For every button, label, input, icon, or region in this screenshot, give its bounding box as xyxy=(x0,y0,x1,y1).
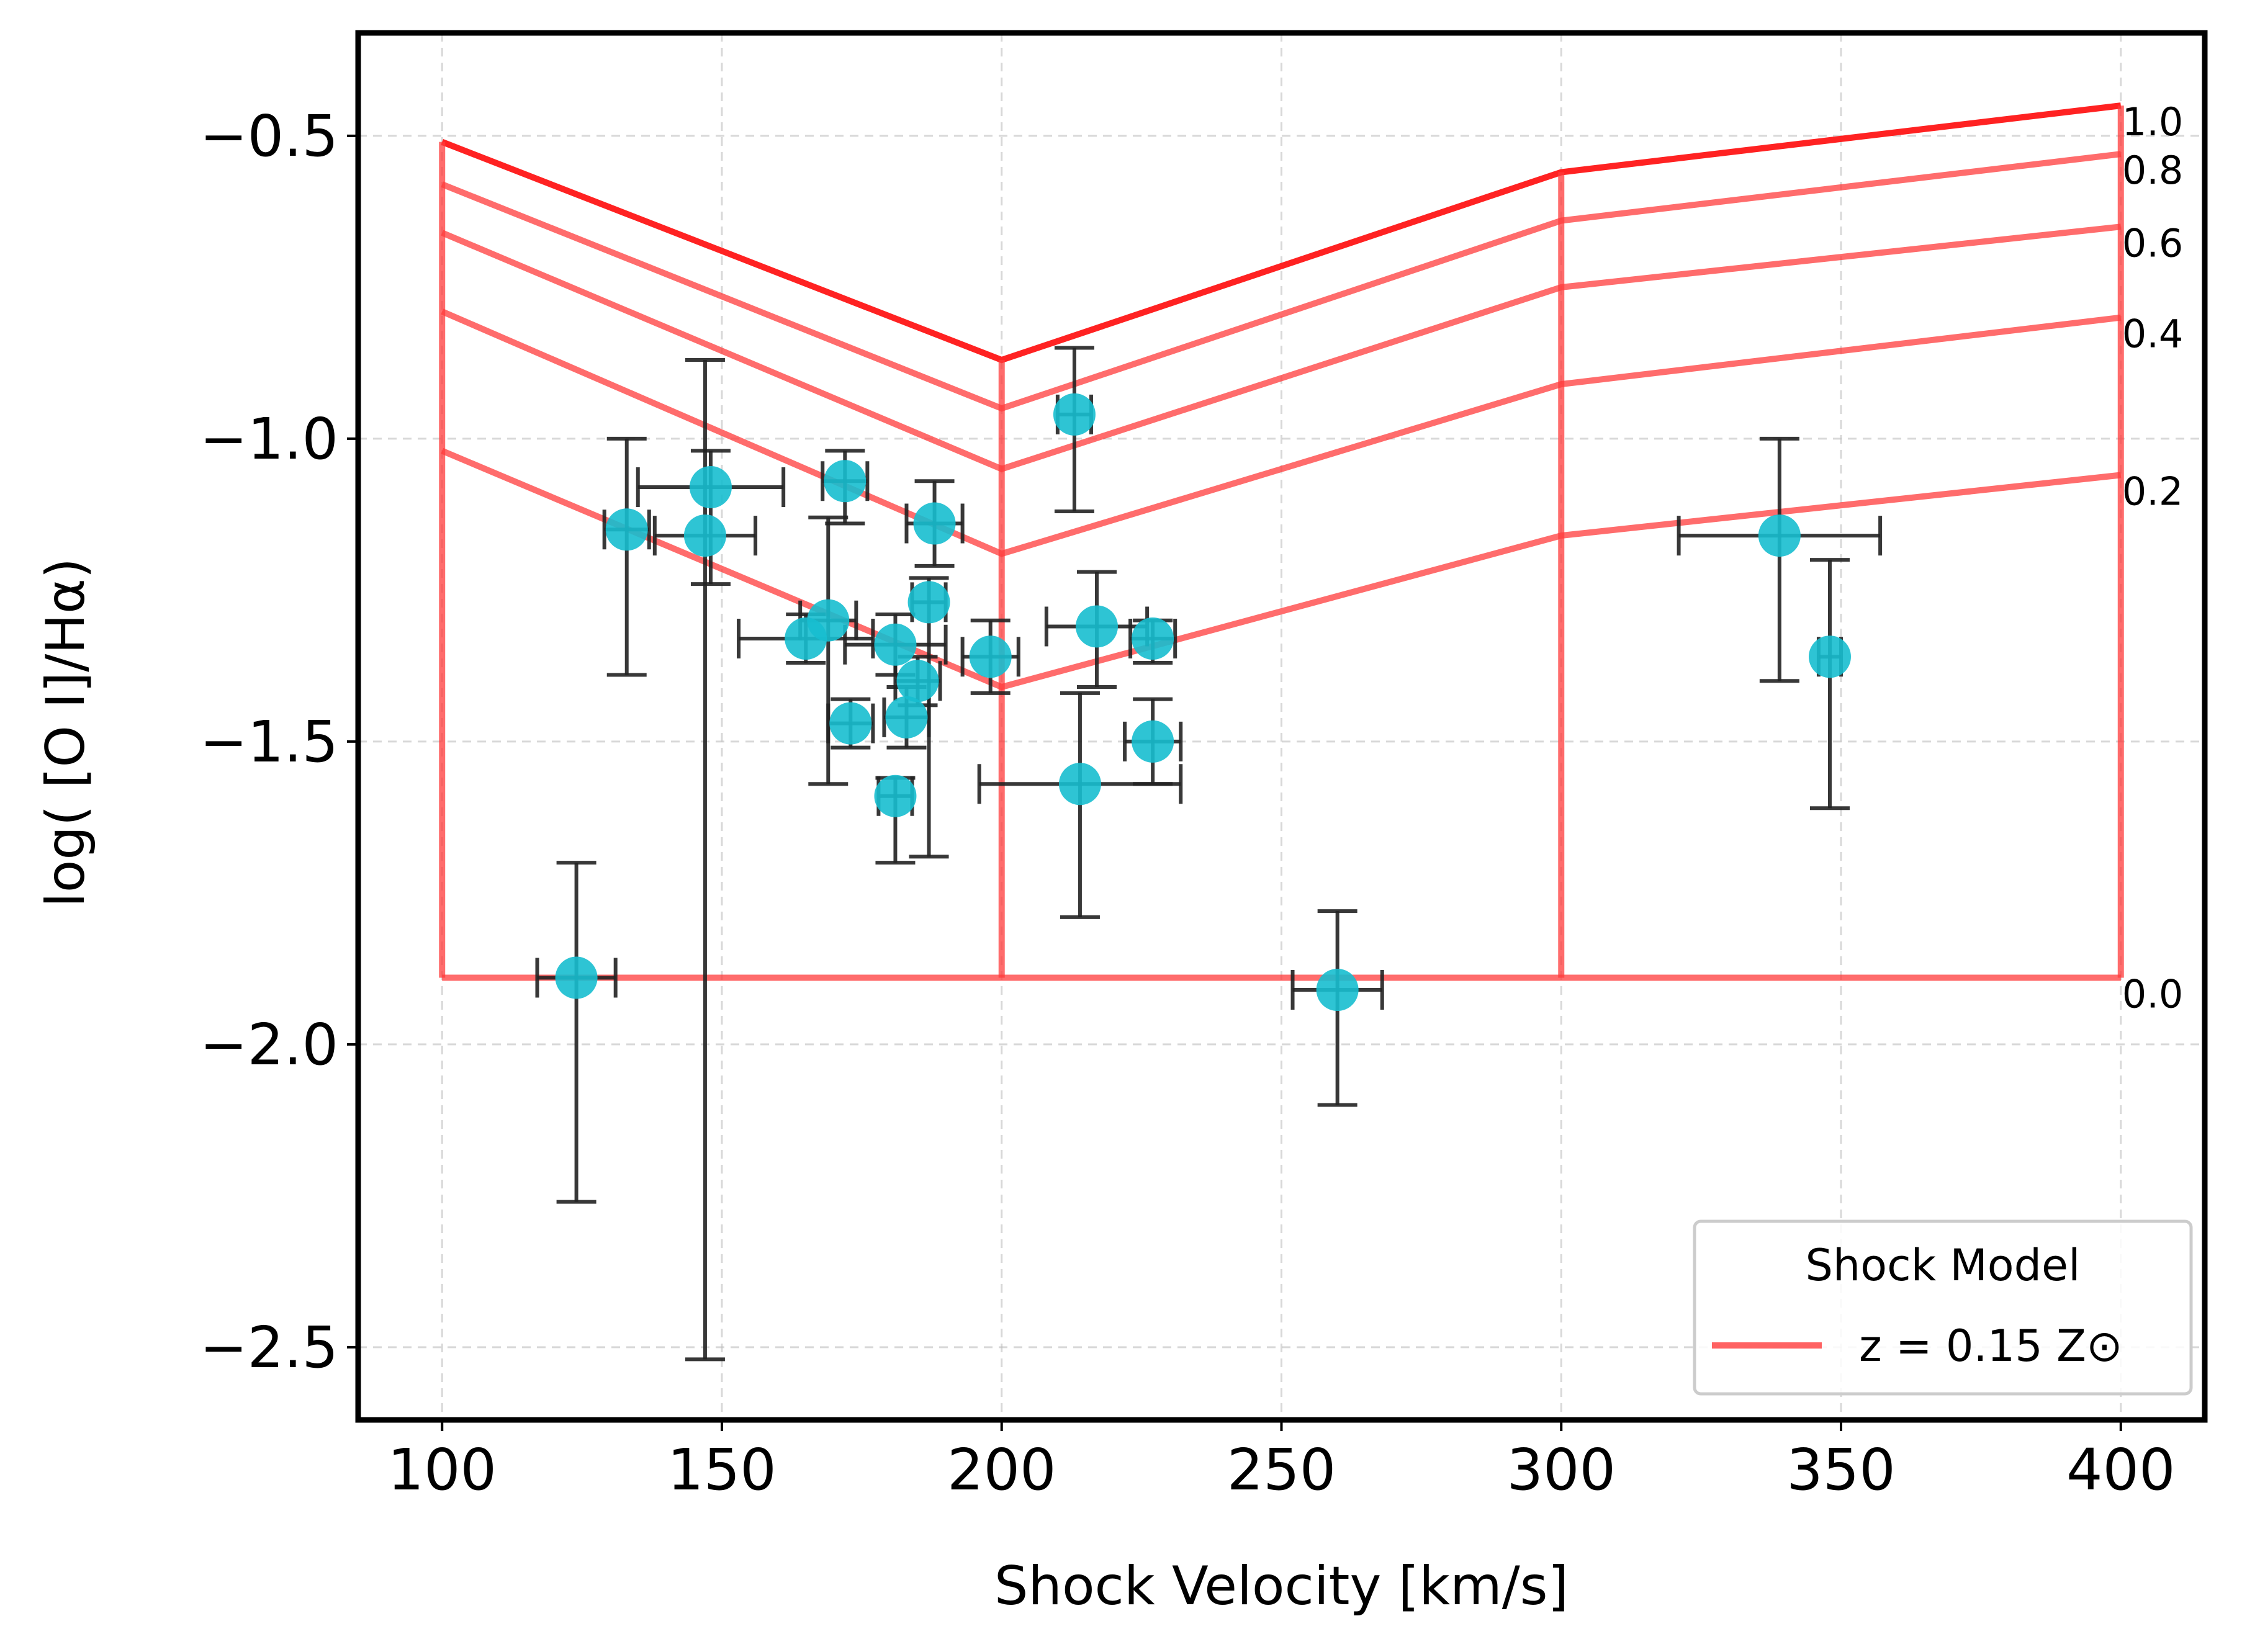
data-point xyxy=(683,514,726,557)
x-axis-label: Shock Velocity [km/s] xyxy=(994,1555,1569,1617)
errorbar xyxy=(1290,909,1384,1107)
data-point xyxy=(1076,605,1118,648)
x-axis-ticks: 100 150 200 250 300 350 400 xyxy=(387,1420,2176,1503)
legend-box xyxy=(1693,1219,2193,1396)
model-line-label: 1.0 xyxy=(2122,99,2184,145)
data-point xyxy=(1058,763,1101,806)
model-line-labels: 1.00.8 0.6 0.4 0.2 0.0 xyxy=(2122,99,2184,1017)
y-tick-label: −1.0 xyxy=(200,406,338,472)
model-line-label: 0.8 xyxy=(2122,148,2184,193)
data-point xyxy=(1132,617,1174,660)
model-line-0.4 xyxy=(441,308,2122,557)
y-axis-ticks: −0.5 −1.0 −1.5 −2.0 −2.5 xyxy=(200,103,358,1381)
data-point xyxy=(969,635,1012,678)
y-tick-label: −2.5 xyxy=(200,1314,338,1381)
model-line-0.6 xyxy=(441,223,2122,473)
errorbar xyxy=(535,861,618,1204)
x-tick-label: 150 xyxy=(667,1437,777,1503)
x-tick-label: 400 xyxy=(2066,1437,2176,1503)
data-point xyxy=(874,774,917,817)
model-line-0.8 xyxy=(441,151,2122,412)
data-point xyxy=(829,702,872,745)
model-line-label: 0.0 xyxy=(2122,972,2184,1017)
y-tick-label: −2.0 xyxy=(200,1012,338,1078)
x-tick-label: 350 xyxy=(1786,1437,1896,1503)
model-line-0.2 xyxy=(441,447,2122,691)
data-point xyxy=(1808,635,1851,678)
data-point xyxy=(555,956,598,999)
x-tick-label: 300 xyxy=(1506,1437,1616,1503)
data-point xyxy=(1316,969,1359,1012)
x-tick-label: 200 xyxy=(947,1437,1056,1503)
model-line-1.0 xyxy=(441,102,2122,364)
x-tick-label: 250 xyxy=(1227,1437,1336,1503)
data-point xyxy=(605,508,648,551)
data-point xyxy=(874,623,917,666)
model-line-label: 0.2 xyxy=(2122,469,2184,514)
legend-title: Shock Model xyxy=(1805,1240,2080,1291)
legend: Shock Model z = 0.15 Z⊙ xyxy=(1693,1219,2193,1396)
x-tick-label: 100 xyxy=(387,1437,497,1503)
data-point xyxy=(907,581,950,624)
data-point xyxy=(1132,720,1174,763)
model-line-label: 0.4 xyxy=(2122,312,2184,357)
legend-entry: z = 0.15 Z⊙ xyxy=(1859,1321,2123,1371)
data-point xyxy=(885,696,928,738)
data-point xyxy=(785,617,827,660)
y-tick-label: −0.5 xyxy=(200,103,338,169)
data-point xyxy=(689,465,732,508)
data-point xyxy=(1758,514,1801,557)
data-point xyxy=(896,660,939,703)
data-point xyxy=(824,460,867,503)
data-point xyxy=(1053,393,1096,436)
y-axis-label: log( [O I]/Hα) xyxy=(35,558,97,907)
data-point xyxy=(913,502,956,545)
data-points xyxy=(555,393,1851,1012)
model-line-label: 0.6 xyxy=(2122,220,2184,266)
model-lines xyxy=(439,102,2124,981)
y-tick-label: −1.5 xyxy=(200,709,338,775)
